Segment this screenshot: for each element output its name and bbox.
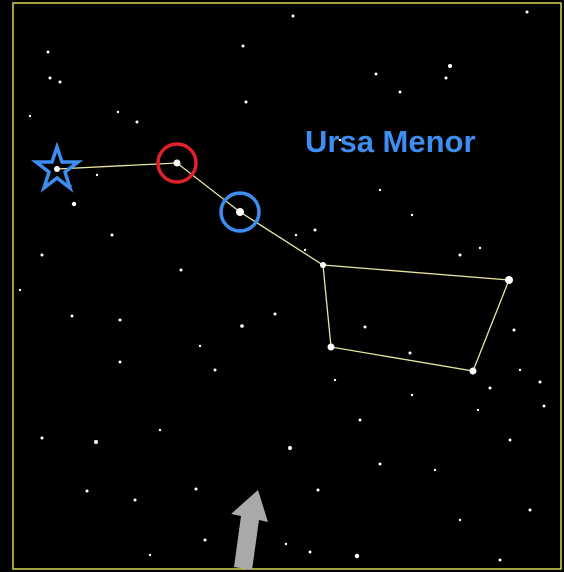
constellation-lines: [56, 162, 510, 372]
constellation-stars: [54, 159, 513, 375]
background-stars: [18, 10, 546, 562]
constellation-label: Ursa Menor: [305, 124, 476, 159]
blue-circle-marker: [219, 191, 261, 233]
frame: [12, 2, 562, 570]
direction-arrow: [231, 490, 268, 570]
polaris-marker: [30, 141, 84, 193]
red-circle-marker: [156, 142, 198, 184]
